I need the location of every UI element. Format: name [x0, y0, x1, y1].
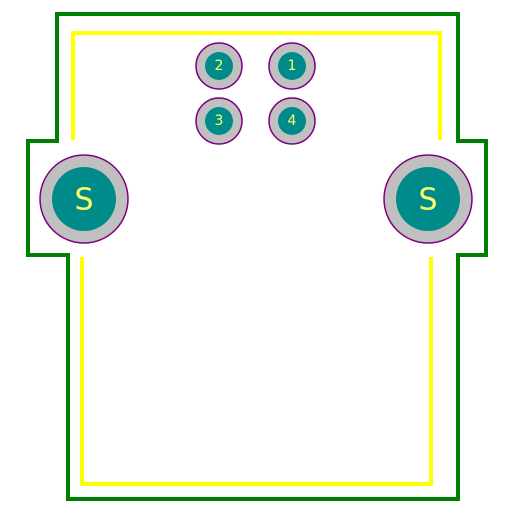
- pad-3: 3: [195, 97, 243, 145]
- pad-4-label: 4: [288, 113, 297, 129]
- pad-1: 1: [268, 42, 316, 90]
- courtyard-outline: [26, 12, 488, 501]
- shield-pad-left-label: S: [74, 183, 93, 218]
- pad-1-label: 1: [288, 58, 297, 74]
- shield-pad-right-label: S: [418, 183, 437, 218]
- silkscreen-outline-top: [71, 31, 442, 140]
- pad-3-label: 3: [215, 113, 224, 129]
- pad-4: 4: [268, 97, 316, 145]
- pad-2: 2: [195, 42, 243, 90]
- pad-2-label: 2: [215, 58, 224, 74]
- shield-pad-right: S: [383, 154, 473, 244]
- silkscreen-outline-bottom: [80, 257, 433, 486]
- shield-pad-left: S: [39, 154, 129, 244]
